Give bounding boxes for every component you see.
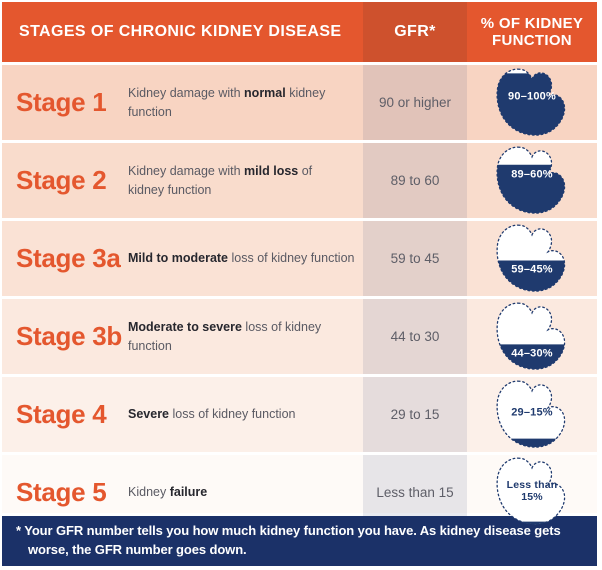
kidney-function-cell: 59–45% (467, 221, 597, 296)
stage-cell: Stage 3a Mild to moderate loss of kidney… (2, 221, 363, 296)
kidney-function-label: 90–100% (508, 90, 556, 103)
kidney-function-cell: Less than 15% (467, 455, 597, 529)
table-row: Stage 1 Kidney damage with normal kidney… (2, 65, 597, 140)
kidney-function-cell: 89–60% (467, 143, 597, 218)
table-body: Stage 1 Kidney damage with normal kidney… (2, 65, 597, 529)
stage-label: Stage 3b (16, 321, 122, 351)
header-gfr: GFR* (363, 2, 467, 62)
header-percent-kidney-function-label: % OF KIDNEY FUNCTION (480, 14, 584, 49)
kidney-icon: 89–60% (488, 144, 576, 218)
kidney-function-label: Less than 15% (506, 478, 558, 503)
kidney-function-label: 29–15% (511, 406, 553, 419)
kidney-function-cell: 29–15% (467, 377, 597, 452)
gfr-value: 59 to 45 (363, 221, 467, 296)
table-row: Stage 2 Kidney damage with mild loss of k… (2, 143, 597, 218)
gfr-footnote: * Your GFR number tells you how much kid… (2, 516, 597, 566)
header-percent-kidney-function: % OF KIDNEY FUNCTION (467, 2, 597, 62)
stage-description: Severe loss of kidney function (128, 407, 296, 422)
kidney-icon: 44–30% (488, 300, 576, 374)
stage-cell: Stage 5 Kidney failure (2, 455, 363, 529)
stage-description: Kidney damage with normal kidney functio… (128, 85, 326, 119)
stage-label: Stage 5 (16, 476, 107, 507)
stage-label: Stage 2 (16, 165, 107, 195)
table-row: Stage 3b Moderate to severe loss of kidn… (2, 299, 597, 374)
kidney-function-cell: 90–100% (467, 65, 597, 140)
gfr-value: 89 to 60 (363, 143, 467, 218)
stage-cell: Stage 4 Severe loss of kidney function (2, 377, 363, 452)
stage-label: Stage 3a (16, 243, 121, 273)
table-header: STAGES OF CHRONIC KIDNEY DISEASE GFR* % … (2, 2, 597, 62)
kidney-function-label: 89–60% (511, 168, 553, 181)
kidney-function-cell: 44–30% (467, 299, 597, 374)
stage-cell: Stage 2 Kidney damage with mild loss of k… (2, 143, 363, 218)
stage-label: Stage 1 (16, 87, 107, 117)
gfr-value: 29 to 15 (363, 377, 467, 452)
header-stages-title: STAGES OF CHRONIC KIDNEY DISEASE (19, 23, 342, 40)
kidney-icon: 90–100% (488, 66, 576, 140)
stage-description: Moderate to severe loss of kidney functi… (128, 319, 322, 353)
table-row: Stage 4 Severe loss of kidney function 2… (2, 377, 597, 452)
gfr-footnote-text: * Your GFR number tells you how much kid… (16, 523, 561, 557)
kidney-icon: 29–15% (488, 378, 576, 452)
stage-label: Stage 4 (16, 399, 107, 429)
stage-cell: Stage 3b Moderate to severe loss of kidn… (2, 299, 363, 374)
kidney-icon: 59–45% (488, 222, 576, 296)
stage-description: Kidney failure (128, 484, 208, 499)
stage-description: Mild to moderate loss of kidney function (128, 251, 355, 266)
stage-cell: Stage 1 Kidney damage with normal kidney… (2, 65, 363, 140)
table-row: Stage 5 Kidney failure Less than 15 Less… (2, 455, 597, 529)
kidney-icon: Less than 15% (488, 455, 576, 529)
gfr-value: 90 or higher (363, 65, 467, 140)
table-row: Stage 3a Mild to moderate loss of kidney… (2, 221, 597, 296)
kidney-function-label: 44–30% (511, 347, 553, 360)
kidney-function-label: 59–45% (511, 263, 553, 276)
gfr-value: 44 to 30 (363, 299, 467, 374)
stage-description: Kidney damage with mild loss of kidney fu… (128, 163, 313, 197)
